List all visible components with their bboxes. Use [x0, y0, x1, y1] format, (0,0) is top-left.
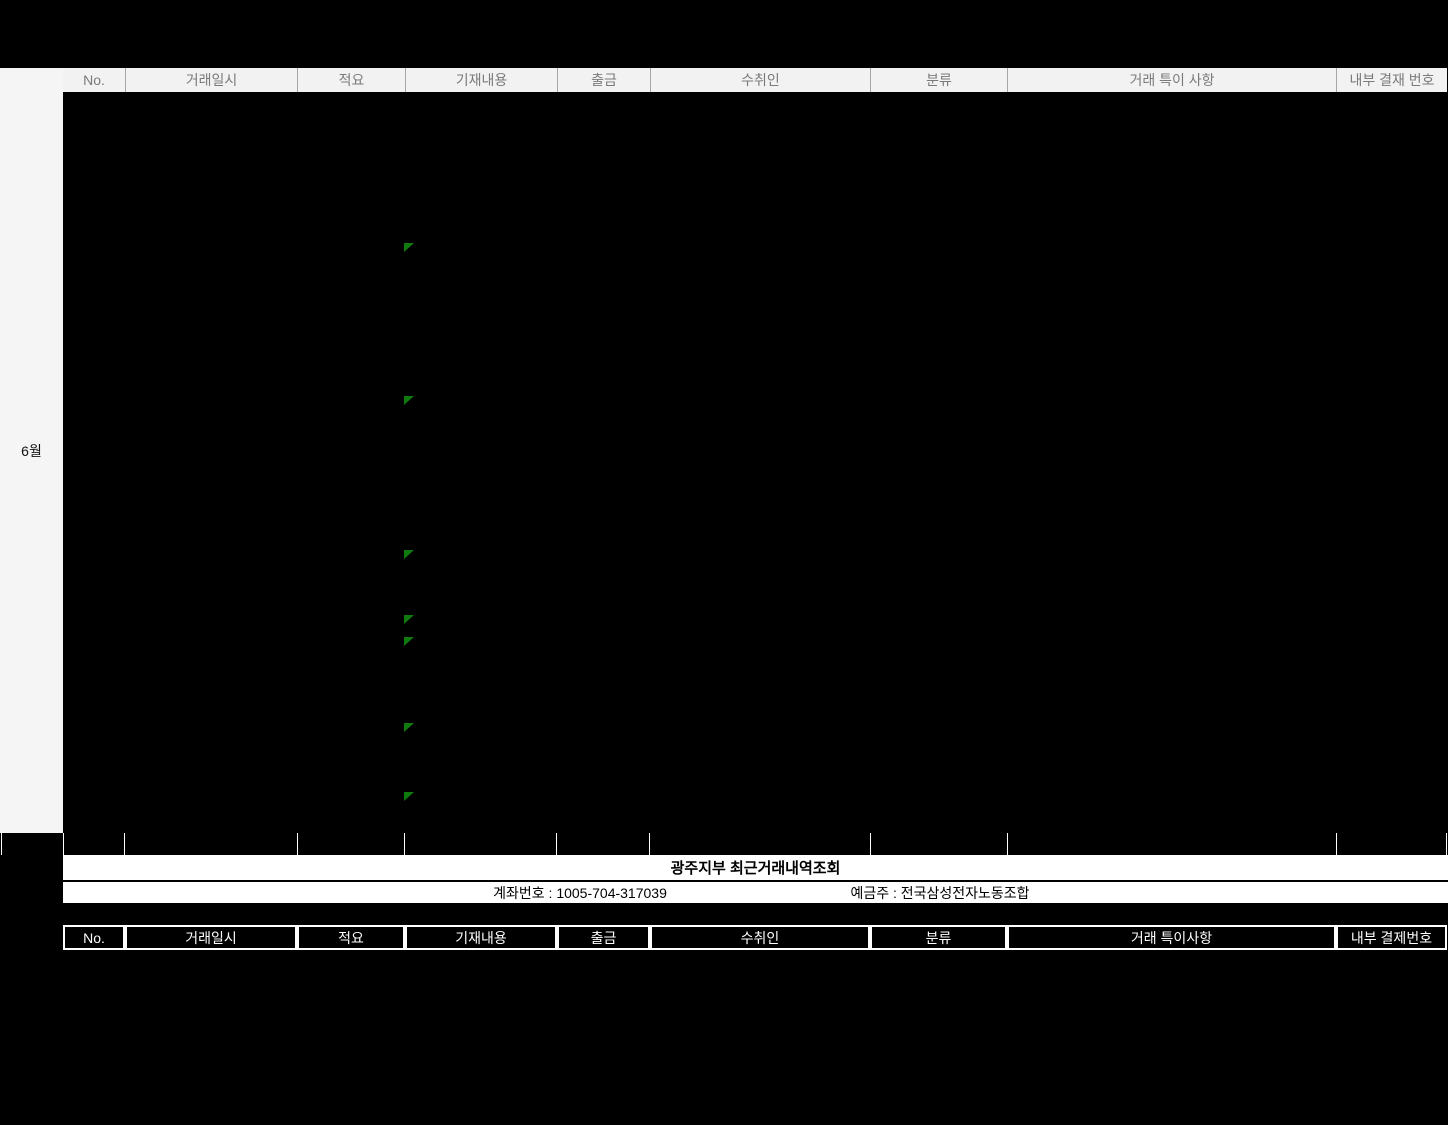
cell-error-flag-icon — [404, 396, 414, 405]
header-cell[interactable]: 적요 — [297, 68, 405, 92]
cell-error-flag-icon — [404, 792, 414, 801]
cell-border-tick — [556, 833, 557, 855]
cell-border-tick — [1336, 833, 1337, 855]
account-info-row[interactable]: 계좌번호 : 1005-704-317039 예금주 : 전국삼성전자노동조합 — [63, 882, 1448, 903]
cell-error-flag-icon — [404, 637, 414, 646]
header-cell[interactable]: 분류 — [870, 68, 1007, 92]
cell-border-tick — [870, 833, 871, 855]
cell-error-flag-icon — [404, 243, 414, 252]
header-cell[interactable]: 수취인 — [650, 925, 870, 950]
header-cell[interactable]: No. — [63, 68, 125, 92]
report-title: 광주지부 최근거래내역조회 — [670, 860, 841, 877]
header-cell[interactable]: 거래 특이 사항 — [1007, 68, 1336, 92]
report-title-cell[interactable]: 광주지부 최근거래내역조회 — [63, 855, 1448, 880]
month-cell[interactable]: 6월 — [0, 68, 63, 833]
cell-border-tick — [297, 833, 298, 855]
cell-border-tick — [1446, 833, 1447, 855]
header-cell[interactable]: 적요 — [297, 925, 405, 950]
cell-border-tick — [1007, 833, 1008, 855]
cell-error-flag-icon — [404, 550, 414, 559]
header-cell[interactable]: 기재내용 — [405, 68, 557, 92]
cell-border-tick — [1, 833, 2, 855]
header-cell[interactable]: 분류 — [870, 925, 1007, 950]
cell-error-flag-icon — [404, 615, 414, 624]
header-cell[interactable]: 수취인 — [650, 68, 870, 92]
header-cell[interactable]: 출금 — [557, 68, 650, 92]
account-holder-label: 예금주 : 전국삼성전자노동조합 — [850, 884, 1030, 901]
header-cell[interactable]: 거래일시 — [125, 925, 297, 950]
header-cell[interactable]: 내부 결재 번호 — [1336, 68, 1447, 92]
month-label: 6월 — [21, 442, 42, 459]
cell-border-tick — [404, 833, 405, 855]
cell-border-tick — [124, 833, 125, 855]
cell-border-tick — [63, 833, 64, 855]
cell-border-tick — [649, 833, 650, 855]
header-cell[interactable]: 기재내용 — [405, 925, 557, 950]
header-cell[interactable]: 거래 특이사항 — [1007, 925, 1336, 950]
cell-error-flag-icon — [404, 723, 414, 732]
header-cell[interactable]: 거래일시 — [125, 68, 297, 92]
header-cell[interactable]: 출금 — [557, 925, 650, 950]
account-number-label: 계좌번호 : 1005-704-317039 — [493, 884, 667, 901]
header-cell[interactable]: No. — [63, 925, 125, 950]
header-cell[interactable]: 내부 결제번호 — [1336, 925, 1447, 950]
